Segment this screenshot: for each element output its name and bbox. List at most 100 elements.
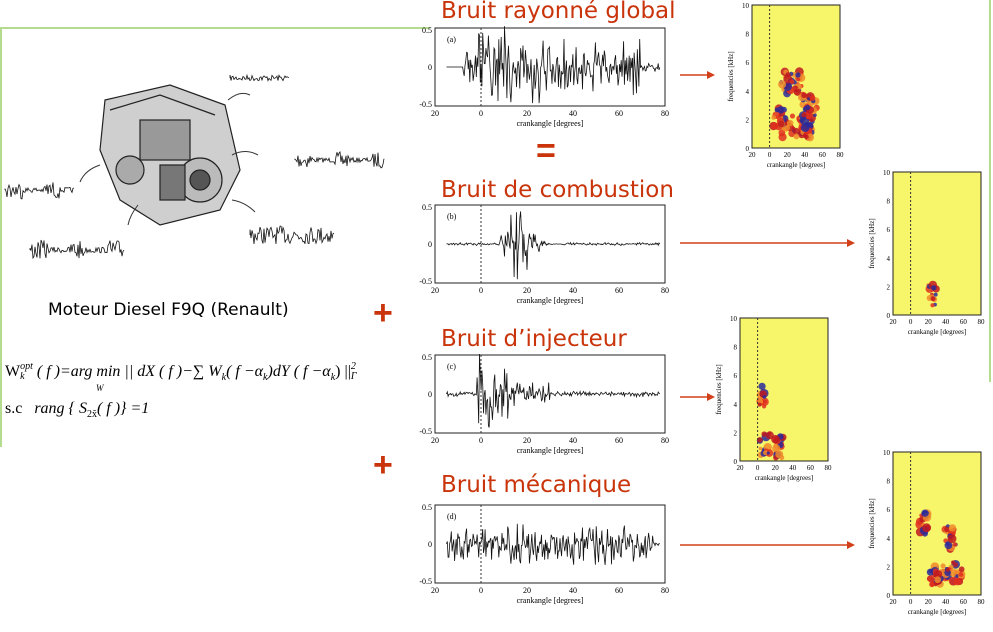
- energy-blob: [804, 134, 809, 139]
- energy-blob: [927, 575, 935, 583]
- frame-right: [989, 0, 991, 382]
- y-tick-label: 8: [887, 198, 891, 206]
- energy-blob: [931, 285, 937, 291]
- x-axis-label: crankangle [degrees]: [755, 474, 814, 482]
- plot-frame: [434, 504, 666, 584]
- energy-blob: [791, 126, 796, 131]
- x-tick-label: 40: [942, 598, 950, 606]
- x-axis-label: crankangle [degrees]: [517, 119, 584, 128]
- formula-part: ( f −α: [226, 363, 264, 380]
- energy-blob: [760, 397, 769, 406]
- energy-blob: [778, 133, 787, 142]
- energy-blob: [953, 562, 958, 568]
- formula-sup: opt: [20, 361, 33, 373]
- waveform-thumbnail: [249, 225, 335, 245]
- energy-blob: [807, 97, 811, 101]
- y-tick-label: 4: [746, 88, 750, 96]
- title-combustion: Bruit de combustion: [441, 177, 674, 203]
- x-tick-label: 0: [909, 318, 913, 326]
- formula-part: )dY ( f −α: [267, 363, 331, 380]
- formula-part: ) ||: [335, 363, 351, 380]
- y-tick-label: 6: [734, 372, 738, 380]
- y-tick-label: 8: [734, 344, 738, 352]
- x-tick-label: 0: [909, 598, 913, 606]
- x-tick-label: 40: [569, 109, 577, 118]
- x-axis-label: crankangle [degrees]: [908, 328, 967, 336]
- energy-blob: [958, 566, 965, 573]
- energy-blob: [763, 450, 768, 456]
- y-tick-label: 2: [887, 563, 891, 571]
- energy-blob: [921, 509, 929, 517]
- energy-blob: [795, 72, 801, 78]
- y-tick-label: 10: [883, 169, 891, 177]
- y-tick-label: 4: [734, 401, 738, 409]
- x-tick-label: 20: [431, 109, 439, 118]
- x-tick-label: 80: [837, 151, 845, 159]
- x-axis-label: crankangle [degrees]: [517, 296, 584, 305]
- y-tick-label: 4: [887, 535, 891, 543]
- y-axis-label: frequencies [kHz]: [727, 51, 735, 101]
- x-tick-label: 80: [661, 286, 669, 295]
- title-global: Bruit rayonné global: [441, 0, 676, 24]
- frame-left: [0, 27, 2, 447]
- title-injector: Bruit d’injecteur: [441, 326, 627, 352]
- x-axis-label: crankangle [degrees]: [767, 161, 826, 169]
- plus-sign-2: +: [373, 446, 393, 484]
- y-tick-label: 0: [887, 592, 891, 600]
- energy-blob: [954, 569, 960, 575]
- x-tick-label: 40: [801, 151, 809, 159]
- y-tick-label: 0.5: [422, 353, 432, 362]
- y-tick-label: 0: [734, 458, 738, 466]
- energy-blob: [804, 104, 811, 111]
- x-tick-label: 60: [807, 464, 815, 472]
- engine-illustration: [4, 73, 385, 260]
- x-tick-label: 60: [819, 151, 827, 159]
- formula-w: W: [5, 363, 21, 380]
- energy-blob: [929, 581, 935, 588]
- x-tick-label: 20: [523, 286, 531, 295]
- y-tick-label: 10: [742, 2, 750, 10]
- energy-blob: [949, 568, 957, 577]
- panel-label: (c): [447, 362, 456, 371]
- y-tick-label: 4: [887, 255, 891, 263]
- panel-label: (d): [447, 512, 457, 521]
- x-tick-label: 60: [615, 286, 623, 295]
- y-tick-label: 2: [746, 116, 750, 124]
- energy-blob: [757, 437, 763, 443]
- y-tick-label: 6: [887, 506, 891, 514]
- formula-sc: s.c: [5, 400, 23, 417]
- x-tick-label: 20: [772, 464, 780, 472]
- y-axis-label: frequencies [kHz]: [868, 498, 876, 548]
- energy-blob: [940, 563, 946, 569]
- energy-blob: [928, 568, 934, 574]
- frame-top: [0, 27, 430, 29]
- energy-blob: [758, 382, 766, 390]
- y-tick-label: 10: [730, 315, 738, 323]
- energy-blob: [777, 120, 785, 128]
- energy-blob: [793, 133, 800, 140]
- y-tick-label: 0.5: [422, 503, 432, 512]
- x-tick-label: 0: [479, 586, 483, 595]
- energy-blob: [930, 296, 936, 302]
- y-tick-label: 0: [428, 540, 432, 549]
- x-tick-label: 20: [925, 318, 933, 326]
- waveform-thumbnail: [229, 73, 290, 82]
- energy-blob: [775, 450, 784, 459]
- energy-blob: [800, 123, 810, 133]
- formula-end: ( f )} =1: [96, 400, 150, 417]
- x-tick-label: 20: [431, 586, 439, 595]
- energy-blob: [761, 431, 767, 437]
- y-tick-label: -0.5: [419, 277, 432, 286]
- energy-blob: [793, 88, 802, 96]
- formula-sub: k: [20, 371, 25, 383]
- x-tick-label: 20: [737, 464, 745, 472]
- energy-blob: [945, 567, 950, 572]
- x-axis-label: crankangle [degrees]: [908, 608, 967, 616]
- energy-blob: [772, 444, 781, 453]
